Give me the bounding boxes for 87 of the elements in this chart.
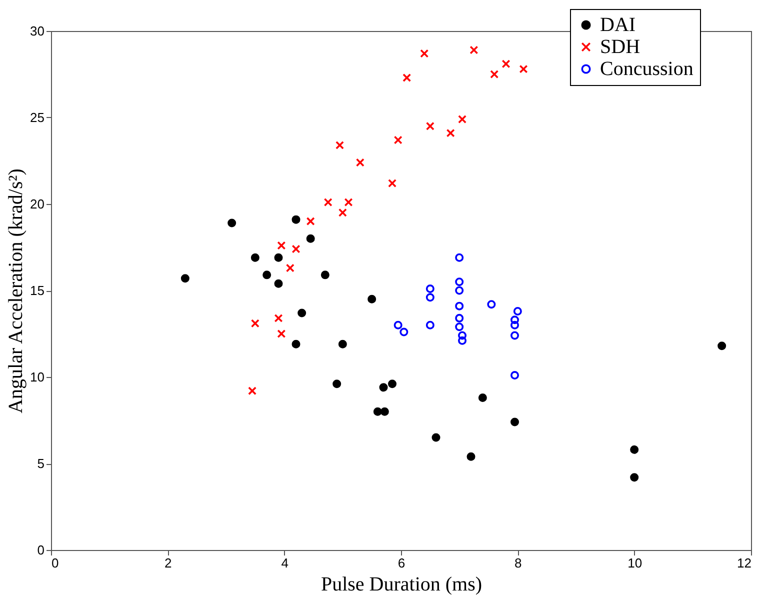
point	[262, 270, 272, 280]
x-tick-label: 2	[164, 556, 172, 570]
point	[274, 314, 283, 322]
x-axis-title: Pulse Duration (ms)	[320, 574, 482, 596]
point	[180, 274, 190, 283]
point	[455, 253, 464, 262]
point	[292, 215, 300, 224]
y-tick-label: 25	[30, 110, 44, 125]
point	[478, 394, 487, 402]
point	[630, 473, 639, 482]
point	[250, 253, 260, 262]
point	[277, 241, 286, 250]
y-tick-label: 10	[30, 370, 44, 384]
point	[718, 342, 726, 350]
point	[228, 218, 236, 228]
point	[455, 322, 464, 332]
point	[510, 371, 520, 380]
legend-label: SDH	[600, 36, 640, 58]
point	[250, 319, 260, 328]
y-tick-label: 20	[30, 196, 44, 212]
point	[338, 208, 347, 217]
point	[274, 279, 283, 288]
point	[286, 264, 294, 272]
point	[426, 293, 434, 302]
y-tick-label: 15	[30, 283, 44, 298]
point	[432, 433, 440, 442]
point	[455, 278, 464, 286]
point	[510, 418, 520, 426]
x-tick-label: 10	[628, 556, 642, 570]
point	[356, 158, 364, 167]
point	[466, 452, 476, 461]
point	[490, 70, 499, 79]
point	[510, 316, 520, 324]
point	[368, 294, 376, 304]
point	[332, 380, 342, 388]
point	[248, 386, 257, 396]
point	[320, 270, 330, 280]
point	[379, 383, 388, 392]
point	[458, 114, 467, 124]
point	[426, 320, 434, 330]
point	[338, 340, 347, 348]
point	[388, 178, 397, 188]
point	[426, 122, 434, 130]
point	[420, 49, 429, 58]
point	[458, 331, 467, 340]
point	[402, 73, 412, 82]
point	[380, 407, 389, 416]
y-tick-label: 5	[37, 456, 44, 471]
point	[298, 308, 306, 318]
point	[277, 329, 286, 338]
point	[292, 244, 300, 254]
point	[306, 234, 315, 243]
legend-label: Concussion	[600, 58, 694, 80]
x-tick-label: 8	[514, 556, 522, 570]
point	[455, 314, 464, 322]
point	[519, 64, 528, 74]
point	[274, 253, 283, 262]
x-tick-label: 6	[398, 556, 406, 570]
point	[400, 328, 408, 336]
point	[388, 380, 397, 388]
point	[455, 302, 464, 310]
point	[394, 320, 402, 330]
point	[510, 320, 520, 330]
point	[344, 198, 353, 207]
point	[455, 286, 464, 295]
x-tick-label: 12	[737, 556, 752, 570]
point	[502, 60, 510, 68]
point	[470, 46, 478, 54]
point	[292, 340, 300, 348]
point	[373, 407, 382, 416]
point	[335, 140, 344, 150]
x-tick-label: 4	[281, 556, 288, 570]
point	[446, 128, 455, 138]
point	[510, 331, 520, 340]
point	[487, 300, 496, 309]
y-tick-label: 30	[30, 24, 44, 38]
point	[426, 284, 434, 294]
point	[324, 198, 332, 207]
point	[458, 336, 467, 345]
y-tick-label: 0	[37, 542, 44, 558]
x-tick-label: 0	[52, 556, 59, 570]
point	[513, 307, 522, 316]
y-axis-title: Angular Acceleration (krad/s²)	[5, 168, 28, 414]
point	[630, 445, 639, 454]
point	[306, 217, 315, 226]
point	[394, 136, 402, 144]
legend-label: DAI	[600, 14, 636, 36]
